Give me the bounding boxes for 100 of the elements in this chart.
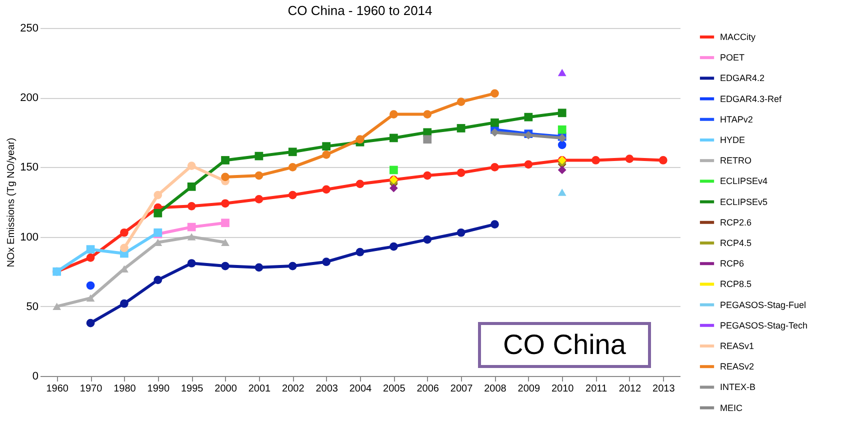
point bbox=[221, 238, 230, 246]
x-tick-label: 2010 bbox=[551, 384, 574, 394]
point bbox=[322, 258, 330, 266]
point bbox=[356, 135, 364, 144]
point bbox=[592, 156, 600, 164]
point bbox=[390, 184, 398, 192]
point bbox=[86, 245, 95, 254]
point bbox=[221, 218, 230, 228]
point bbox=[288, 190, 297, 200]
point bbox=[86, 254, 95, 262]
point bbox=[187, 202, 196, 210]
x-tick-label: 2000 bbox=[214, 384, 238, 394]
y-tick-label: 250 bbox=[20, 22, 38, 34]
point bbox=[221, 172, 230, 182]
legend-label: EDGAR4.2 bbox=[720, 73, 765, 84]
legend-label: HYDE bbox=[720, 135, 746, 145]
legend-label: ECLIPSEv4 bbox=[720, 176, 768, 186]
point bbox=[254, 171, 264, 180]
point bbox=[154, 208, 162, 218]
point bbox=[120, 299, 128, 308]
point bbox=[187, 233, 196, 240]
legend-label: RCP2.6 bbox=[720, 217, 752, 228]
legend-label: PEGASOS-Stag-Tech bbox=[720, 320, 808, 330]
annotation: CO China bbox=[478, 322, 651, 368]
point bbox=[322, 185, 330, 194]
point bbox=[456, 228, 466, 237]
point bbox=[558, 166, 566, 174]
point bbox=[254, 263, 264, 272]
legend-label: PEGASOS-Stag-Fuel bbox=[720, 300, 806, 310]
x-tick-label: 1990 bbox=[147, 384, 170, 394]
point bbox=[154, 276, 162, 284]
point bbox=[288, 163, 297, 172]
legend-label: REASv1 bbox=[720, 341, 754, 351]
point bbox=[187, 182, 196, 191]
point bbox=[254, 195, 264, 204]
x-tick-label: 1995 bbox=[180, 384, 204, 394]
point bbox=[390, 110, 398, 118]
x-tick-label: 2002 bbox=[282, 384, 305, 394]
point bbox=[288, 148, 297, 156]
point bbox=[120, 244, 128, 252]
x-tick-label: 2008 bbox=[484, 384, 507, 394]
point bbox=[322, 142, 330, 151]
point bbox=[490, 118, 499, 127]
point bbox=[558, 140, 566, 150]
x-tick-label: 2006 bbox=[416, 384, 440, 394]
legend-label: RCP6 bbox=[720, 258, 744, 269]
y-tick-label: 200 bbox=[20, 92, 38, 104]
legend-label: INTEX-B bbox=[720, 382, 756, 392]
point bbox=[423, 171, 432, 180]
point bbox=[221, 199, 230, 208]
y-tick-label: 50 bbox=[26, 300, 38, 313]
point bbox=[490, 128, 499, 137]
x-tick-label: 2005 bbox=[383, 384, 406, 394]
point bbox=[52, 302, 62, 310]
legend-label: ECLIPSEv5 bbox=[720, 196, 768, 207]
point bbox=[423, 235, 432, 244]
x-tick-label: 2001 bbox=[248, 384, 272, 394]
x-tick-label: 2007 bbox=[450, 384, 474, 394]
point bbox=[490, 163, 499, 172]
point bbox=[390, 134, 398, 142]
point bbox=[86, 294, 95, 302]
point bbox=[490, 220, 499, 228]
point bbox=[625, 154, 634, 164]
point bbox=[187, 162, 196, 170]
point bbox=[558, 108, 566, 118]
legend-label: MEIC bbox=[720, 402, 743, 413]
point bbox=[390, 166, 398, 174]
x-tick-label: 2004 bbox=[349, 384, 372, 394]
point bbox=[288, 262, 297, 270]
point bbox=[456, 124, 466, 132]
legend-label: REASv2 bbox=[720, 362, 754, 372]
point bbox=[558, 188, 566, 196]
point bbox=[322, 150, 330, 159]
point bbox=[86, 318, 95, 328]
x-tick-label: 1970 bbox=[80, 384, 103, 394]
point bbox=[254, 152, 264, 160]
chart-title: CO China - 1960 to 2014 bbox=[288, 3, 432, 18]
x-tick-label: 2012 bbox=[618, 384, 642, 394]
point bbox=[423, 110, 432, 118]
x-tick-label: 2013 bbox=[652, 384, 676, 394]
point bbox=[154, 190, 162, 200]
legend-label: HTAPv2 bbox=[720, 114, 753, 124]
legend-label: RETRO bbox=[720, 156, 752, 166]
point bbox=[524, 112, 533, 122]
x-tick-label: 2003 bbox=[316, 384, 338, 394]
x-tick-label: 1980 bbox=[114, 384, 136, 394]
point bbox=[356, 180, 364, 188]
point bbox=[356, 248, 364, 256]
point bbox=[524, 160, 533, 169]
point bbox=[390, 242, 398, 251]
x-tick-label: 2009 bbox=[518, 384, 540, 394]
point bbox=[86, 281, 95, 290]
point bbox=[187, 222, 196, 232]
point bbox=[456, 98, 466, 106]
point bbox=[490, 89, 499, 98]
legend-label: MACCity bbox=[720, 32, 756, 42]
point bbox=[221, 156, 230, 164]
point bbox=[558, 125, 566, 134]
point bbox=[423, 135, 432, 144]
point bbox=[558, 68, 566, 76]
